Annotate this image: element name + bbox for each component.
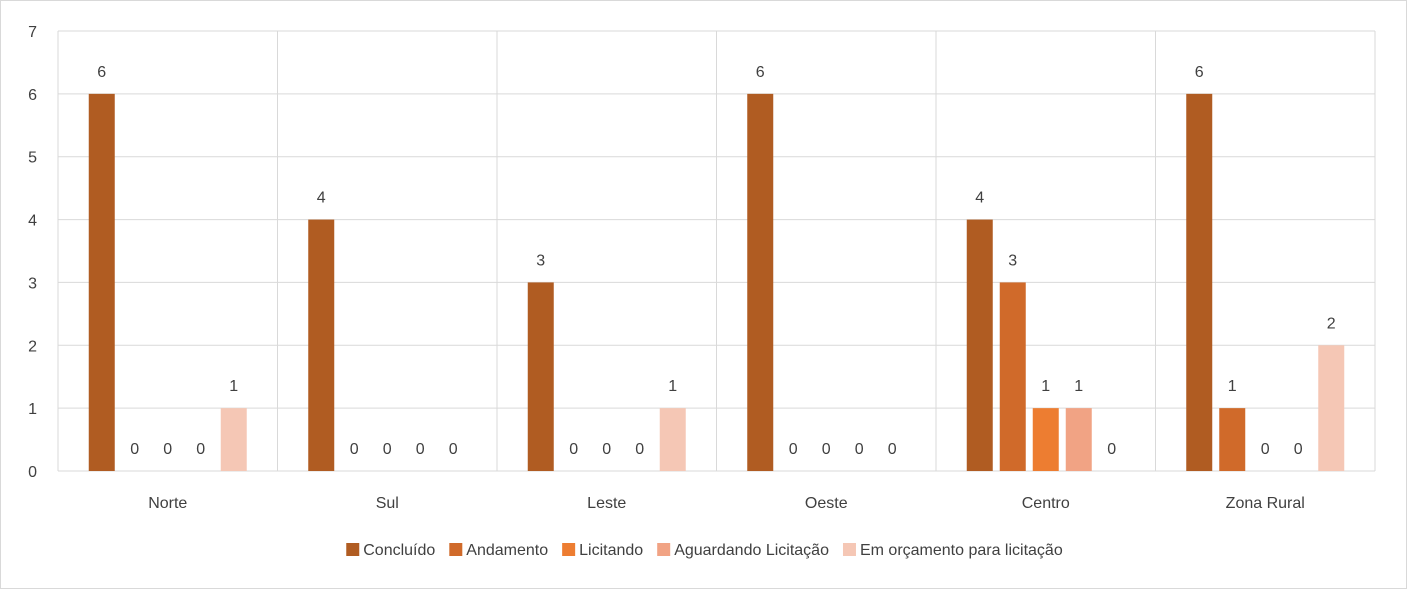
- y-axis-ticks: 0 1 2 3 4 5 6 7: [28, 24, 37, 481]
- bar: [1318, 345, 1345, 471]
- bar: [1032, 408, 1059, 471]
- data-label: 6: [97, 64, 106, 81]
- data-label: 6: [1195, 64, 1204, 81]
- legend-item: Concluído: [346, 542, 435, 559]
- data-label: 0: [635, 441, 644, 458]
- x-tick-label: Sul: [376, 495, 399, 512]
- data-label: 0: [789, 441, 798, 458]
- data-label: 3: [1008, 252, 1017, 269]
- y-tick-label: 3: [28, 275, 37, 292]
- data-label: 0: [416, 441, 425, 458]
- bars: [88, 93, 1345, 471]
- y-tick-label: 4: [28, 213, 37, 230]
- x-tick-label: Zona Rural: [1226, 495, 1305, 512]
- bar: [88, 93, 115, 471]
- data-label: 1: [668, 378, 677, 395]
- x-axis-ticks: Norte Sul Leste Oeste Centro Zona Rural: [148, 495, 1305, 512]
- bar: [747, 93, 774, 471]
- y-tick-label: 0: [28, 464, 37, 481]
- legend-swatch: [346, 543, 360, 556]
- legend: Concluído Andamento Licitando Aguardando Li…: [346, 542, 1063, 559]
- data-label: 0: [1294, 441, 1303, 458]
- data-label: 4: [317, 190, 326, 207]
- data-label: 0: [822, 441, 831, 458]
- x-tick-label: Oeste: [805, 495, 848, 512]
- y-tick-label: 1: [28, 401, 37, 418]
- data-label: 4: [975, 190, 984, 207]
- legend-item: Em orçamento para licitação: [842, 542, 1063, 559]
- legend-swatch: [449, 543, 463, 556]
- legend-label: Licitando: [579, 542, 643, 559]
- data-label: 1: [1228, 378, 1237, 395]
- legend-label: Aguardando Licitação: [674, 542, 829, 559]
- bar: [999, 282, 1026, 471]
- bar: [527, 282, 554, 471]
- legend-swatch: [842, 543, 856, 556]
- data-labels: 6 0 0 0 1 4 0 0 0 0 3 0 0 0 1 6 0 0 0 0 4 3 1 1 0 6 1 0 0 2: [97, 64, 1336, 458]
- data-label: 3: [536, 252, 545, 269]
- bar: [966, 219, 993, 471]
- x-tick-label: Centro: [1022, 495, 1070, 512]
- data-label: 0: [163, 441, 172, 458]
- data-label: 0: [383, 441, 392, 458]
- bar: [659, 408, 686, 471]
- bar: [220, 408, 247, 471]
- x-tick-label: Leste: [587, 495, 626, 512]
- legend-item: Licitando: [562, 542, 643, 559]
- data-label: 0: [569, 441, 578, 458]
- data-label: 1: [1041, 378, 1050, 395]
- data-label: 0: [449, 441, 458, 458]
- data-label: 0: [1107, 441, 1116, 458]
- data-label: 0: [350, 441, 359, 458]
- legend-item: Andamento: [449, 542, 548, 559]
- y-tick-label: 5: [28, 150, 37, 167]
- bar: [308, 219, 335, 471]
- data-label: 2: [1327, 315, 1336, 332]
- data-label: 0: [855, 441, 864, 458]
- bar: [1186, 93, 1213, 471]
- data-label: 0: [888, 441, 897, 458]
- legend-label: Em orçamento para licitação: [860, 542, 1063, 559]
- bar: [1065, 408, 1092, 471]
- data-label: 0: [602, 441, 611, 458]
- y-tick-label: 6: [28, 87, 37, 104]
- legend-label: Concluído: [363, 542, 435, 559]
- legend-label: Andamento: [466, 542, 548, 559]
- data-label: 0: [196, 441, 205, 458]
- legend-swatch: [562, 543, 576, 556]
- y-tick-label: 2: [28, 338, 37, 355]
- y-tick-label: 7: [28, 24, 37, 41]
- x-tick-label: Norte: [148, 495, 187, 512]
- data-label: 0: [1261, 441, 1270, 458]
- data-label: 0: [130, 441, 139, 458]
- bar: [1219, 408, 1246, 471]
- data-label: 6: [756, 64, 765, 81]
- data-label: 1: [229, 378, 238, 395]
- gridlines: [57, 30, 1376, 472]
- legend-item: Aguardando Licitação: [657, 542, 829, 559]
- legend-swatch: [657, 543, 671, 556]
- data-label: 1: [1074, 378, 1083, 395]
